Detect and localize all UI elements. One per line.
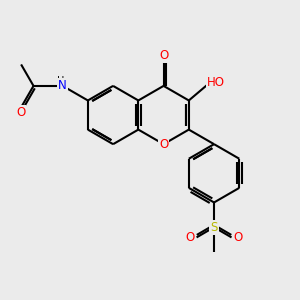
Text: N: N (58, 80, 67, 92)
Text: H: H (58, 76, 65, 86)
Text: O: O (233, 231, 243, 244)
Text: O: O (185, 231, 195, 244)
Text: HO: HO (207, 76, 225, 89)
Text: O: O (159, 49, 168, 62)
Text: O: O (16, 106, 25, 119)
Text: S: S (210, 221, 218, 234)
Text: O: O (159, 138, 168, 151)
